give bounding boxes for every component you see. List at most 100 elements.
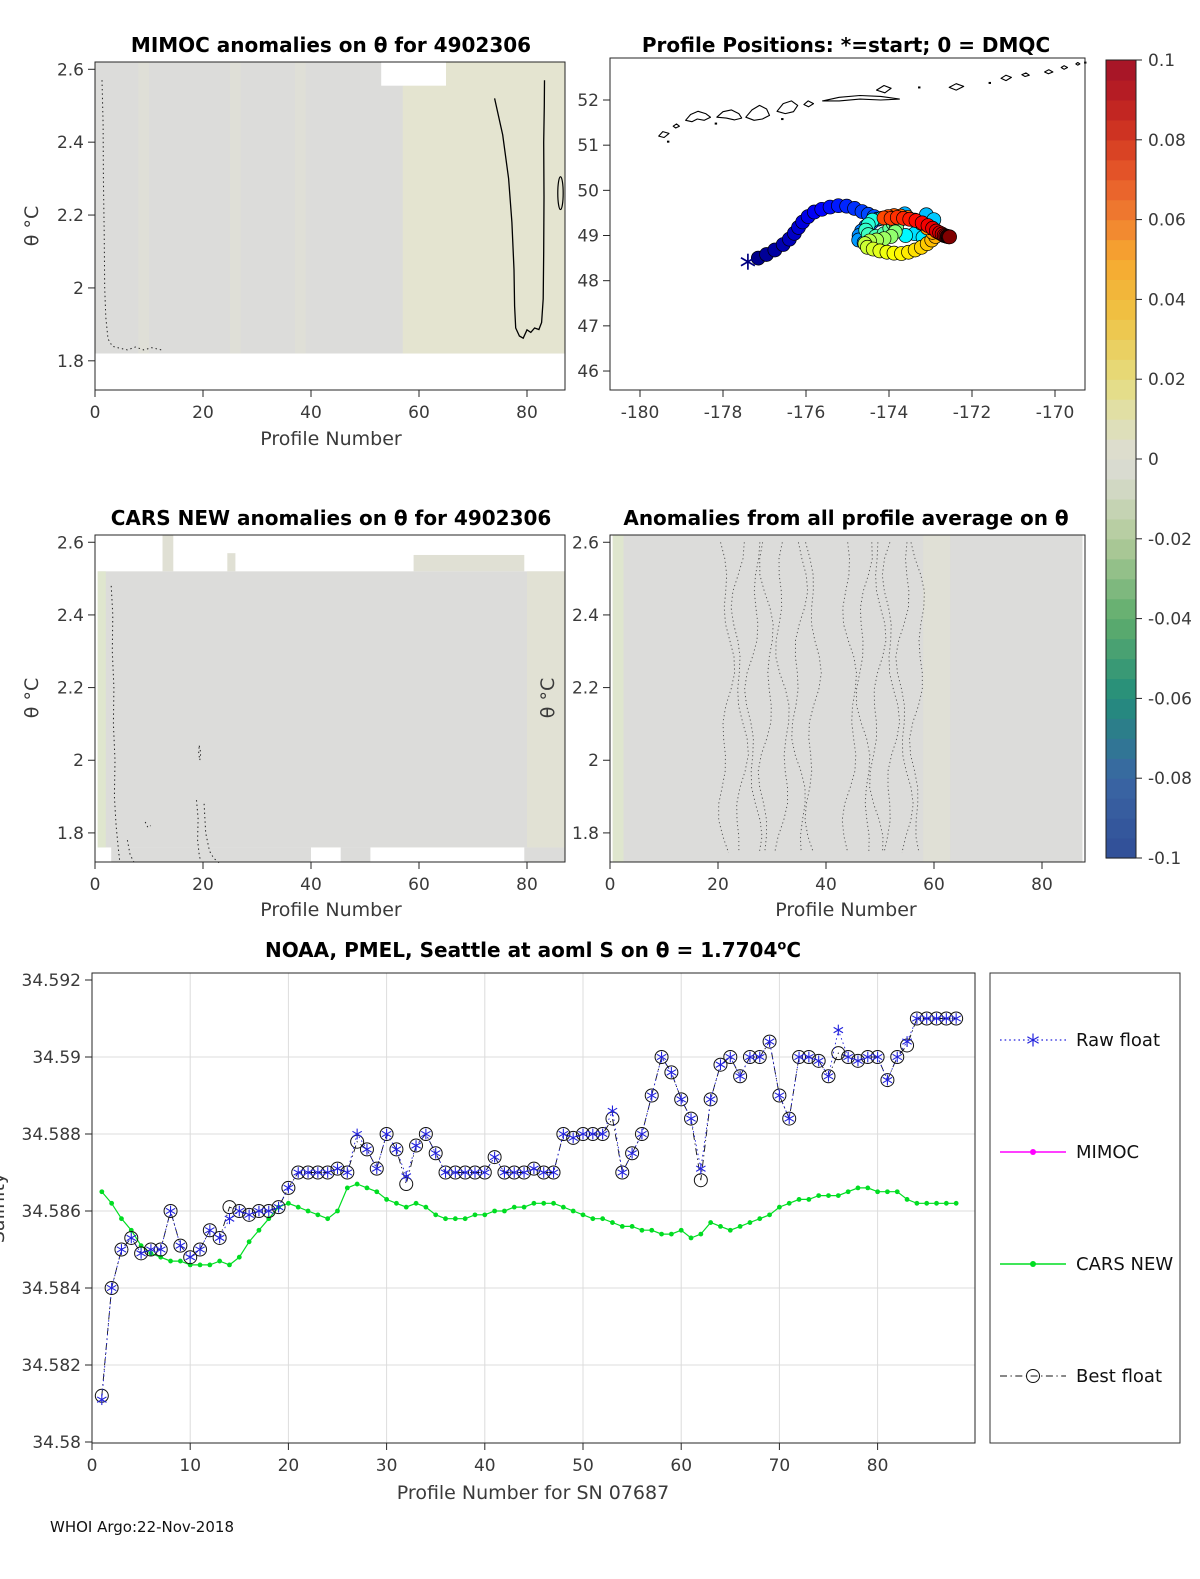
title-mimoc-panel: MIMOC anomalies on θ for 4902306 <box>130 33 532 57</box>
svg-text:2.4: 2.4 <box>572 606 599 626</box>
svg-text:60: 60 <box>670 1456 692 1476</box>
title-map-panel: Profile Positions: *=start; 0 = DMQC <box>641 33 1051 57</box>
svg-text:0: 0 <box>605 875 616 895</box>
svg-text:70: 70 <box>769 1456 791 1476</box>
svg-text:34.584: 34.584 <box>22 1279 81 1299</box>
title-anom-panel: Anomalies from all profile average on θ <box>623 506 1069 530</box>
salinity-title-main: NOAA, PMEL, Seattle at aoml S on θ = 1.7… <box>264 938 778 962</box>
svg-text:80: 80 <box>516 403 538 423</box>
xlabel-cars: Profile Number <box>260 899 402 921</box>
svg-text:40: 40 <box>300 403 322 423</box>
svg-text:0.1: 0.1 <box>1148 51 1175 71</box>
title-cars-panel: CARS NEW anomalies on θ for 4902306 <box>110 506 552 530</box>
svg-text:52: 52 <box>577 91 599 111</box>
svg-text:2.6: 2.6 <box>57 60 84 80</box>
svg-text:2.2: 2.2 <box>57 206 84 226</box>
title-salinity-panel: NOAA, PMEL, Seattle at aoml S on θ = 1.7… <box>265 938 801 962</box>
svg-text:1.8: 1.8 <box>57 824 84 844</box>
svg-text:2: 2 <box>588 751 599 771</box>
svg-text:0: 0 <box>90 875 101 895</box>
svg-text:-174: -174 <box>870 403 909 423</box>
svg-text:30: 30 <box>376 1456 398 1476</box>
svg-text:20: 20 <box>192 403 214 423</box>
svg-text:40: 40 <box>300 875 322 895</box>
svg-text:-178: -178 <box>704 403 743 423</box>
svg-text:10: 10 <box>179 1456 201 1476</box>
svg-text:-0.06: -0.06 <box>1148 689 1192 709</box>
svg-text:49: 49 <box>577 227 599 247</box>
svg-text:-0.02: -0.02 <box>1148 530 1192 550</box>
svg-text:2.6: 2.6 <box>572 533 599 553</box>
ylabel-mimoc: θ °C <box>21 205 43 247</box>
svg-text:2.4: 2.4 <box>57 606 84 626</box>
svg-text:40: 40 <box>474 1456 496 1476</box>
svg-text:0: 0 <box>1148 450 1159 470</box>
legend-label-raw: Raw float <box>1076 1030 1160 1051</box>
ylabel-salinity: Salinity <box>0 1172 9 1244</box>
svg-text:40: 40 <box>815 875 837 895</box>
xlabel-salinity: Profile Number for SN 07687 <box>396 1482 670 1504</box>
legend-label-cars: CARS NEW <box>1076 1254 1173 1275</box>
profile-dot <box>942 229 957 245</box>
mimoc-heatmap-panel: 0 20 40 60 80 1.8 2 2.2 2.4 2.6 <box>57 60 566 423</box>
cars-heatmap-panel: 0 20 40 60 80 1.8 2 2.2 2.4 2.6 <box>57 533 566 895</box>
svg-text:-176: -176 <box>787 403 826 423</box>
svg-text:-180: -180 <box>621 403 660 423</box>
svg-text:34.59: 34.59 <box>32 1048 81 1068</box>
svg-text:1.8: 1.8 <box>57 352 84 372</box>
ylabel-cars: θ °C <box>21 677 43 719</box>
salinity-title-sup: o <box>777 938 787 954</box>
svg-text:-170: -170 <box>1036 403 1075 423</box>
svg-text:50: 50 <box>577 181 599 201</box>
svg-text:1.8: 1.8 <box>572 824 599 844</box>
svg-text:60: 60 <box>923 875 945 895</box>
xlabel-mimoc: Profile Number <box>260 428 402 450</box>
svg-text:2.4: 2.4 <box>57 133 84 153</box>
svg-text:20: 20 <box>278 1456 300 1476</box>
svg-text:80: 80 <box>867 1456 889 1476</box>
svg-text:60: 60 <box>408 875 430 895</box>
xlabel-anom: Profile Number <box>775 899 917 921</box>
svg-text:2.2: 2.2 <box>572 679 599 699</box>
anom-heatmap-panel: 0 20 40 60 80 1.8 2 2.2 2.4 2.6 <box>572 533 1086 895</box>
svg-text:2.2: 2.2 <box>57 679 84 699</box>
svg-text:34.582: 34.582 <box>22 1356 81 1376</box>
raw-float-line <box>101 1018 957 1400</box>
svg-text:47: 47 <box>577 317 599 337</box>
ylabel-anom: θ °C <box>537 677 559 719</box>
svg-text:-0.08: -0.08 <box>1148 769 1192 789</box>
svg-text:0.04: 0.04 <box>1148 290 1186 310</box>
svg-text:-172: -172 <box>953 403 992 423</box>
svg-text:80: 80 <box>1031 875 1053 895</box>
svg-text:34.588: 34.588 <box>22 1125 81 1145</box>
svg-text:0.08: 0.08 <box>1148 131 1186 151</box>
svg-text:60: 60 <box>408 403 430 423</box>
svg-text:50: 50 <box>572 1456 594 1476</box>
svg-text:0: 0 <box>90 403 101 423</box>
svg-text:-0.1: -0.1 <box>1148 849 1181 869</box>
colorbar: 0.1 0.08 0.06 0.04 0.02 0 -0.02 -0.04 -0.06 -0.08… <box>1105 51 1192 869</box>
svg-text:0: 0 <box>87 1456 98 1476</box>
legend-label-mimoc: MIMOC <box>1076 1142 1139 1163</box>
svg-text:80: 80 <box>516 875 538 895</box>
svg-text:-0.04: -0.04 <box>1148 610 1192 630</box>
svg-text:20: 20 <box>192 875 214 895</box>
svg-text:46: 46 <box>577 362 599 382</box>
salinity-title-unit: C <box>786 938 802 962</box>
cars-new-line <box>101 1183 957 1266</box>
svg-text:2.6: 2.6 <box>57 533 84 553</box>
svg-text:2: 2 <box>73 279 84 299</box>
legend-box: Raw float MIMOC CARS NEW Best float <box>989 972 1181 1444</box>
svg-text:20: 20 <box>707 875 729 895</box>
svg-text:34.586: 34.586 <box>22 1202 81 1222</box>
svg-text:34.58: 34.58 <box>32 1433 81 1453</box>
svg-text:2: 2 <box>73 751 84 771</box>
svg-text:0.06: 0.06 <box>1148 211 1186 231</box>
svg-text:51: 51 <box>577 136 599 156</box>
salinity-series-panel: 0 10 20 30 40 50 60 70 80 34.58 34.582 34.584 34.586… <box>22 971 976 1476</box>
svg-text:34.592: 34.592 <box>22 971 81 991</box>
svg-text:48: 48 <box>577 272 599 292</box>
footer-text: WHOI Argo:22-Nov-2018 <box>50 1518 234 1536</box>
